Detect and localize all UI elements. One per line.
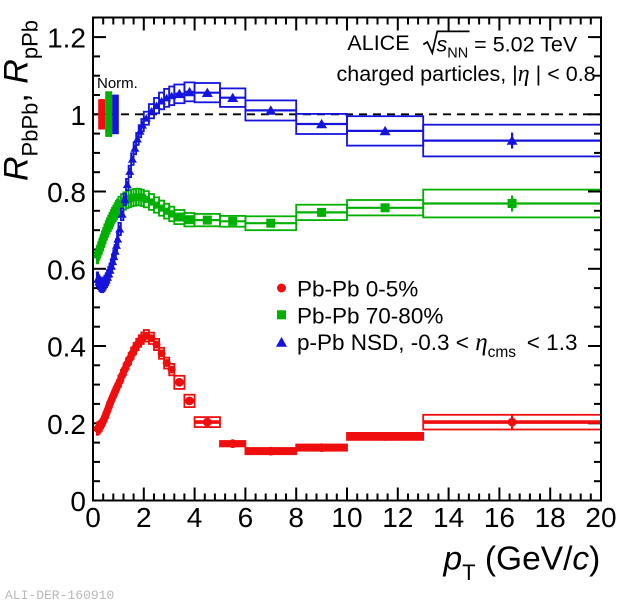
svg-text:2: 2 [136,502,152,533]
svg-text:6: 6 [238,502,254,533]
svg-text:4: 4 [187,502,203,533]
svg-text:0: 0 [70,486,86,517]
svg-text:1.2: 1.2 [47,23,86,54]
svg-text:18: 18 [535,502,566,533]
svg-text:8: 8 [288,502,304,533]
svg-text:pT (GeV/c): pT (GeV/c) [443,541,601,586]
svg-text:ALICE: ALICE [347,31,409,55]
svg-text:sNN = 5.02 TeV: sNN = 5.02 TeV [437,33,578,62]
svg-text:0.4: 0.4 [47,332,86,363]
svg-text:0: 0 [85,502,101,533]
svg-text:Pb-Pb 70-80%: Pb-Pb 70-80% [297,303,443,328]
svg-text:10: 10 [331,502,362,533]
svg-text:1: 1 [70,100,86,131]
svg-text:0.8: 0.8 [47,177,86,208]
svg-text:charged particles, |η | < 0.8: charged particles, |η | < 0.8 [337,61,596,87]
svg-text:ALI-DER-160910: ALI-DER-160910 [5,588,114,603]
svg-text:Norm.: Norm. [97,75,138,92]
svg-text:20: 20 [585,502,616,533]
svg-text:14: 14 [433,502,464,533]
svg-text:12: 12 [382,502,413,533]
svg-text:0.2: 0.2 [47,409,86,440]
svg-text:0.6: 0.6 [47,254,86,285]
svg-text:16: 16 [484,502,515,533]
svg-text:Pb-Pb 0-5%: Pb-Pb 0-5% [297,277,418,302]
